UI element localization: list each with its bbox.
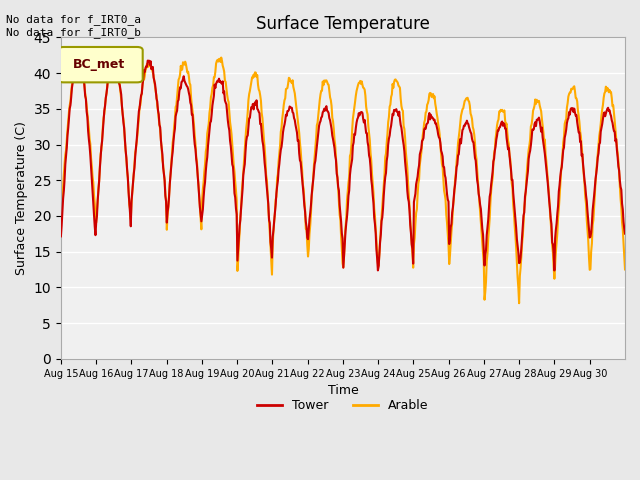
Legend: Tower, Arable: Tower, Arable bbox=[252, 394, 434, 417]
Y-axis label: Surface Temperature (C): Surface Temperature (C) bbox=[15, 121, 28, 275]
X-axis label: Time: Time bbox=[328, 384, 358, 397]
FancyBboxPatch shape bbox=[58, 47, 143, 83]
Text: BC_met: BC_met bbox=[73, 58, 125, 71]
Text: No data for f_IRT0_a
No data for f_IRT0_b: No data for f_IRT0_a No data for f_IRT0_… bbox=[6, 14, 141, 38]
Title: Surface Temperature: Surface Temperature bbox=[256, 15, 430, 33]
